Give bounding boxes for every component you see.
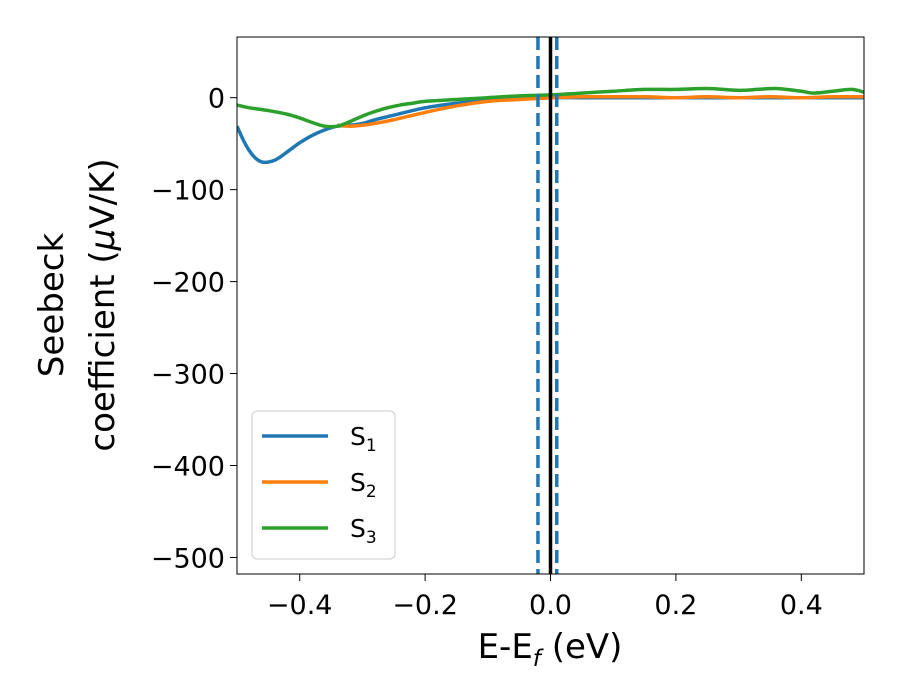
y-ticks-group: 0 −100 −200 −300 −400 −500 xyxy=(151,84,237,574)
y-axis-label-line2: coefficient (μV/K) xyxy=(83,158,123,451)
y-axis-label-line1: Seebeck xyxy=(32,233,72,378)
legend-label-s2: S2 xyxy=(350,468,377,502)
x-tick-label: −0.2 xyxy=(392,590,458,621)
y-tick-label: −100 xyxy=(151,176,225,207)
legend-label-s1: S1 xyxy=(350,422,377,456)
x-tick-label: −0.4 xyxy=(267,590,333,621)
y-tick-label: −400 xyxy=(151,451,225,482)
x-tick-label: 0.2 xyxy=(654,590,697,621)
series-line-s3 xyxy=(237,86,864,129)
x-tick-label: 0.4 xyxy=(780,590,823,621)
legend: S1 S2 S3 xyxy=(251,410,396,560)
series-group xyxy=(237,86,864,165)
series-line-s2 xyxy=(337,94,864,128)
y-tick-label: −300 xyxy=(151,360,225,391)
legend-box xyxy=(251,410,396,560)
y-tick-label: −200 xyxy=(151,268,225,299)
y-tick-label: −500 xyxy=(151,543,225,574)
legend-label-s3: S3 xyxy=(350,514,377,548)
vertical-lines-group xyxy=(536,37,559,574)
x-ticks-group: −0.4 −0.2 0.0 0.2 0.4 xyxy=(267,574,823,621)
y-tick-label: 0 xyxy=(208,84,225,115)
y-axis-label: Seebeck coefficient (μV/K) xyxy=(32,158,123,451)
x-axis-label: E-Ef (eV) xyxy=(478,627,623,672)
legend-entries: S1 S2 S3 xyxy=(262,422,377,548)
x-tick-label: 0.0 xyxy=(529,590,572,621)
